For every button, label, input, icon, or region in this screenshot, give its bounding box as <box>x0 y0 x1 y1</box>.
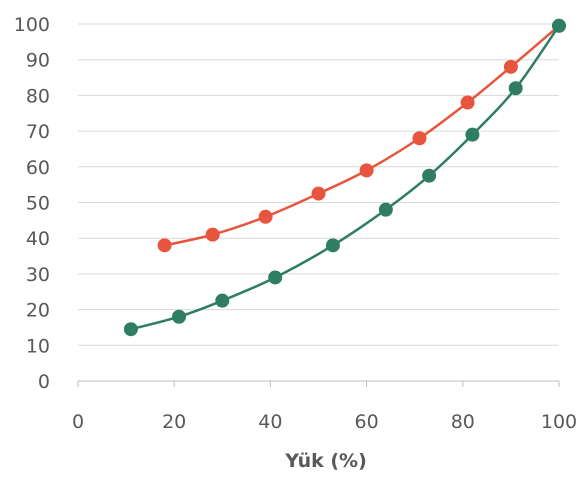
series-2-line <box>130 25 561 331</box>
series-2-point <box>552 18 566 33</box>
y-tick-labels: 0 10 20 30 40 50 60 70 80 90 100 <box>14 14 50 393</box>
x-tick-label: 80 <box>451 411 475 433</box>
series-2-point <box>268 270 283 285</box>
series-1-point <box>258 209 273 224</box>
y-tick-label: 0 <box>38 371 50 393</box>
series-1-point <box>311 186 326 201</box>
y-tick-label: 20 <box>26 300 50 322</box>
y-tick-label: 100 <box>14 14 50 36</box>
x-tick-labels: 0 20 40 60 80 100 <box>72 381 577 433</box>
y-tick-label: 50 <box>26 193 50 215</box>
x-axis-title: Yük (%) <box>284 450 367 472</box>
x-tick-label: 100 <box>541 411 577 433</box>
series-1-point <box>359 163 374 178</box>
series-group <box>123 18 566 337</box>
series-2-point <box>465 127 480 142</box>
y-tick-label: 10 <box>26 335 50 357</box>
x-tick-label: 40 <box>258 411 282 433</box>
x-tick-label: 0 <box>72 411 84 433</box>
series-2-point <box>215 293 230 308</box>
series-1-point <box>503 59 518 74</box>
y-tick-label: 30 <box>26 264 50 286</box>
grid-lines <box>78 23 559 346</box>
y-tick-label: 60 <box>26 157 50 179</box>
y-tick-label: 80 <box>26 85 50 107</box>
series-1-point <box>205 227 220 242</box>
series-1-line <box>164 24 560 247</box>
series-2-point <box>422 168 437 183</box>
series-2-point <box>123 322 138 337</box>
series-2-point <box>378 202 393 217</box>
series-2-point <box>325 238 340 253</box>
x-tick-label: 60 <box>355 411 379 433</box>
x-tick-label: 20 <box>162 411 186 433</box>
y-tick-label: 90 <box>26 50 50 72</box>
series-1-point <box>412 131 427 146</box>
series-2-point <box>172 309 187 324</box>
series-1-point <box>157 238 172 253</box>
y-tick-label: 70 <box>26 121 50 143</box>
series-2-point <box>508 81 523 96</box>
series-1-point <box>460 95 475 110</box>
y-tick-label: 40 <box>26 228 50 250</box>
